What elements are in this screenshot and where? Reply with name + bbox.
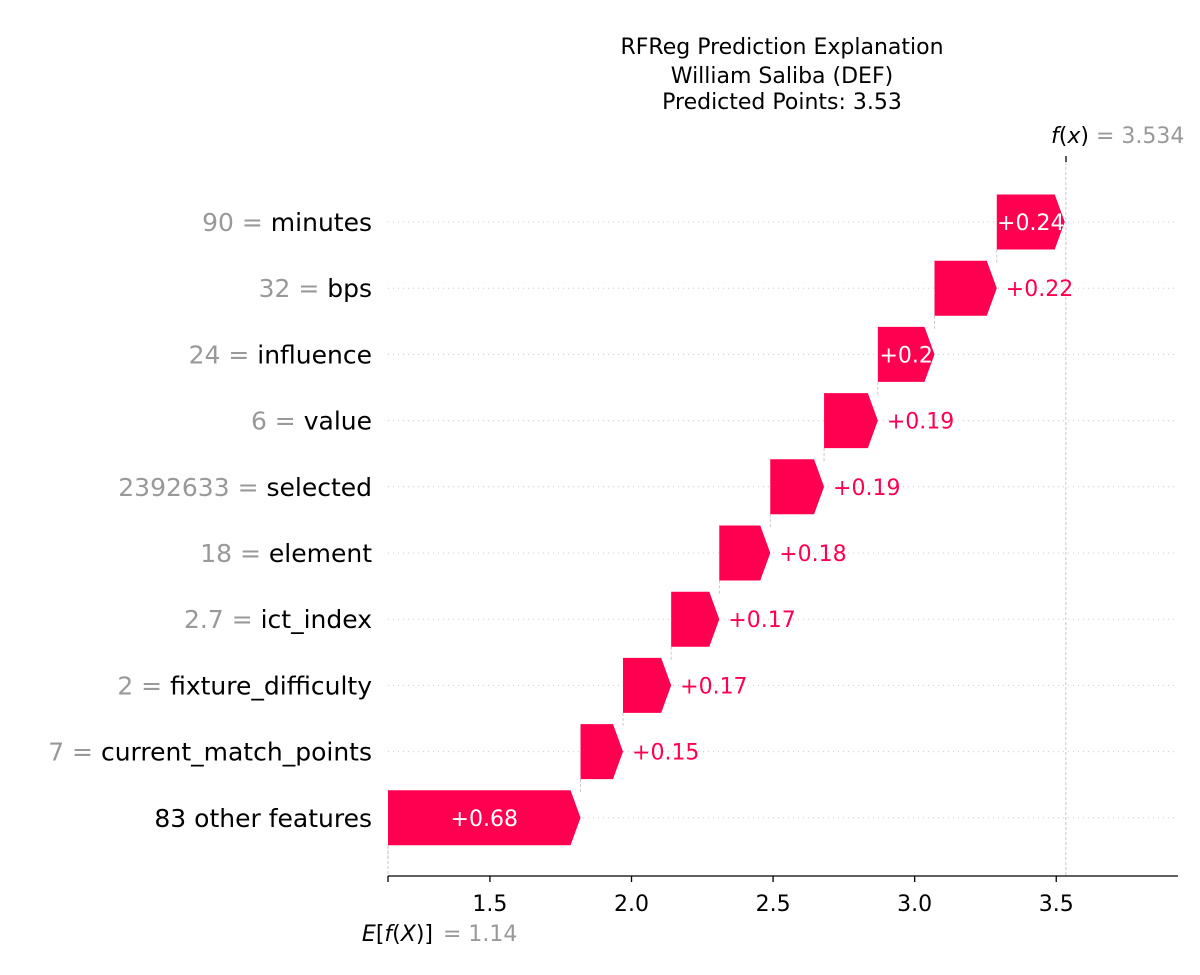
feature-labels: 90 = minutes 32 = bps 24 = influence 6 = va… [48, 208, 372, 833]
fx-value: = 3.534 [1096, 124, 1184, 149]
contribution-label: +0.18 [779, 542, 846, 567]
contribution-label: +0.17 [728, 608, 795, 633]
contribution-bar [770, 459, 825, 515]
contribution-label: +0.24 [997, 211, 1064, 236]
feature-label: 18 = element [200, 539, 372, 568]
contribution-bar [580, 724, 624, 780]
value-guides [387, 162, 1067, 876]
contribution-bar [824, 393, 878, 449]
x-tick-label: 3.5 [1039, 892, 1074, 917]
x-tick-label: 2.0 [614, 892, 649, 917]
contribution-bar [719, 525, 771, 581]
contribution-bar [996, 194, 1065, 250]
contribution-label: +0.19 [833, 476, 900, 501]
contribution-label: +0.2 [879, 343, 932, 368]
expected-value: = 1.14 [443, 922, 517, 947]
contribution-bar [934, 260, 997, 316]
feature-label: 2392633 = selected [118, 473, 372, 502]
feature-label: 32 = bps [259, 274, 372, 303]
chart-title-line-1: RFReg Prediction Explanation [620, 35, 943, 60]
x-tick-label: 2.5 [756, 892, 791, 917]
feature-label: 2 = fixture_difficulty [117, 671, 372, 700]
contribution-bar [623, 657, 672, 713]
x-tick-label: 3.0 [897, 892, 932, 917]
contribution-label: +0.68 [451, 807, 518, 832]
feature-label: 2.7 = ict_index [184, 605, 372, 634]
fx-label: f(x) [1051, 124, 1089, 149]
contribution-bar [388, 790, 581, 846]
chart-title-line-3: Predicted Points: 3.53 [662, 90, 902, 115]
contribution-label: +0.19 [887, 410, 954, 435]
contribution-label: +0.22 [1006, 277, 1073, 302]
expected-value-label: E[f(X)] [362, 922, 433, 947]
contribution-label: +0.17 [680, 674, 747, 699]
x-tick-label: 1.5 [472, 892, 507, 917]
feature-label: 6 = value [251, 407, 372, 436]
contribution-bars: +0.24 +0.22 +0.2 +0.19 +0.19 +0.18 +0.17 +0.17 +… [388, 194, 1073, 846]
feature-label: 90 = minutes [202, 208, 372, 237]
row-gridlines [388, 221, 1178, 819]
feature-label: 7 = current_match_points [48, 738, 372, 767]
feature-label: 83 other features [154, 804, 372, 833]
feature-label: 24 = influence [189, 340, 372, 369]
contribution-label: +0.15 [632, 741, 699, 766]
chart-title-line-2: William Saliba (DEF) [671, 64, 893, 89]
contribution-bar [671, 591, 720, 647]
contribution-bar [877, 326, 935, 382]
x-axis: 1.5 2.0 2.5 3.0 3.5 [387, 156, 1178, 917]
